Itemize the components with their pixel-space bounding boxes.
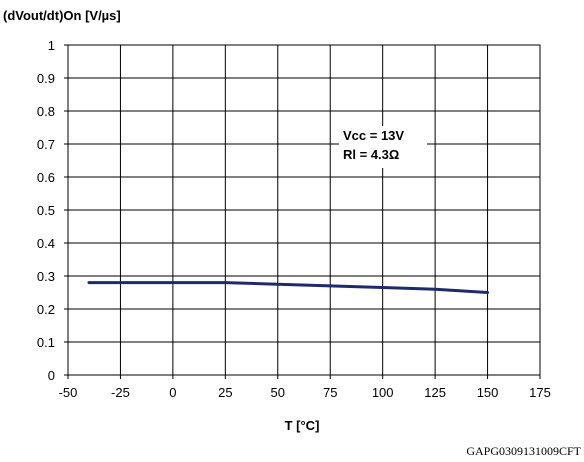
y-tick-label: 1 <box>48 38 55 53</box>
y-tick-label: 0.5 <box>37 203 55 218</box>
x-tick-label: 0 <box>169 385 176 400</box>
y-tick-label: 0.4 <box>37 236 55 251</box>
data-point <box>87 281 91 285</box>
x-tick-label: 150 <box>477 385 499 400</box>
figure-code: GAPG0309131009CFT <box>466 444 581 458</box>
x-tick-label: -50 <box>59 385 78 400</box>
y-tick-label: 0.8 <box>37 104 55 119</box>
x-tick-label: 75 <box>323 385 337 400</box>
x-tick-label: 100 <box>372 385 394 400</box>
y-tick-label: 0.3 <box>37 269 55 284</box>
data-point <box>276 282 280 286</box>
data-point <box>328 284 332 288</box>
data-point <box>486 291 490 294</box>
y-tick-label: 0.9 <box>37 71 55 86</box>
y-tick-label: 0.2 <box>37 302 55 317</box>
series-group <box>87 281 490 294</box>
annotation-box <box>339 126 427 168</box>
x-tick-label: 125 <box>424 385 446 400</box>
data-point <box>381 286 385 290</box>
y-axis-ticks: 0 0.1 0.2 0.3 0.4 0.5 0.6 0.7 0.8 0.9 1 <box>37 38 68 383</box>
data-point <box>433 287 437 291</box>
x-tick-label: -25 <box>111 385 130 400</box>
grid <box>67 44 541 376</box>
annotation-rl: Rl = 4.3Ω <box>343 147 399 162</box>
x-tick-label: 50 <box>271 385 285 400</box>
annotation-vcc: Vcc = 13V <box>343 128 404 143</box>
y-tick-label: 0 <box>48 368 55 383</box>
data-point <box>223 281 227 285</box>
x-tick-label: 25 <box>218 385 232 400</box>
y-axis-title: (dVout/dt)On [V/µs] <box>3 8 121 23</box>
y-tick-label: 0.6 <box>37 170 55 185</box>
x-axis-ticks: -50 -25 0 25 50 75 100 125 150 175 <box>59 375 551 400</box>
x-axis-title: T [°C] <box>285 418 320 433</box>
y-tick-label: 0.7 <box>37 137 55 152</box>
y-tick-label: 0.1 <box>37 335 55 350</box>
x-tick-label: 175 <box>529 385 551 400</box>
series-line <box>88 281 488 294</box>
data-point <box>171 281 175 285</box>
